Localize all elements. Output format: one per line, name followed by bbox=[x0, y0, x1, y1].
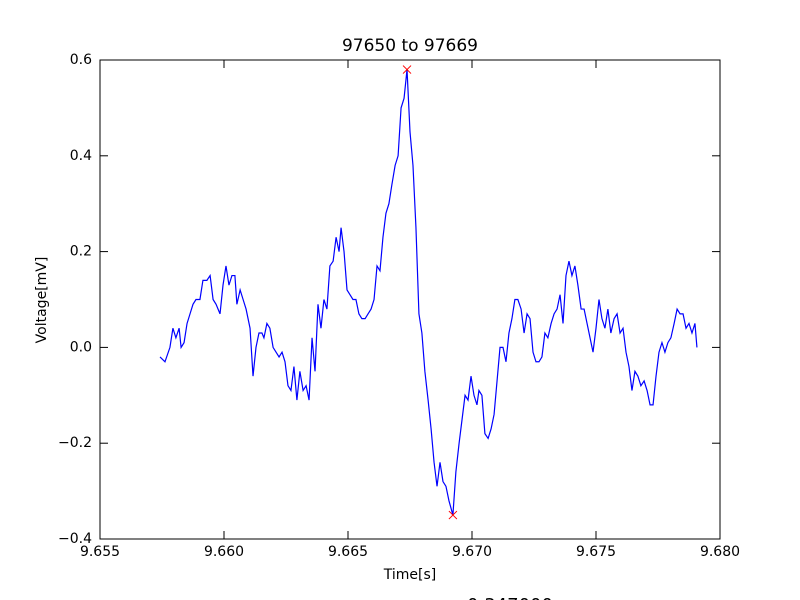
x-axis-label: Time[s] bbox=[383, 567, 436, 583]
x-tick-label: 9.655 bbox=[80, 544, 120, 560]
y-tick-label: 0.2 bbox=[70, 244, 92, 260]
y-tick-label: 0.6 bbox=[70, 52, 92, 68]
x-tick-label: 9.680 bbox=[700, 544, 740, 560]
x-tick-label: 9.660 bbox=[204, 544, 244, 560]
y-tick-label: −0.2 bbox=[58, 435, 92, 451]
x-tick-label: 9.670 bbox=[452, 544, 492, 560]
y-tick-label: 0.4 bbox=[70, 148, 92, 164]
peak-marker bbox=[448, 510, 458, 520]
chart-title: 97650 to 97669 bbox=[342, 36, 478, 56]
x-tick-label: 9.675 bbox=[576, 544, 616, 560]
peak-marker bbox=[402, 65, 412, 74]
offset-text: 0.347000 bbox=[467, 595, 553, 600]
plot-frame bbox=[99, 59, 721, 540]
y-tick-label: 0.0 bbox=[70, 339, 92, 355]
signal-line bbox=[159, 69, 698, 516]
y-tick-label: −0.4 bbox=[58, 531, 92, 547]
x-tick-label: 9.665 bbox=[328, 544, 368, 560]
y-axis-label: Voltage[mV] bbox=[34, 257, 50, 344]
